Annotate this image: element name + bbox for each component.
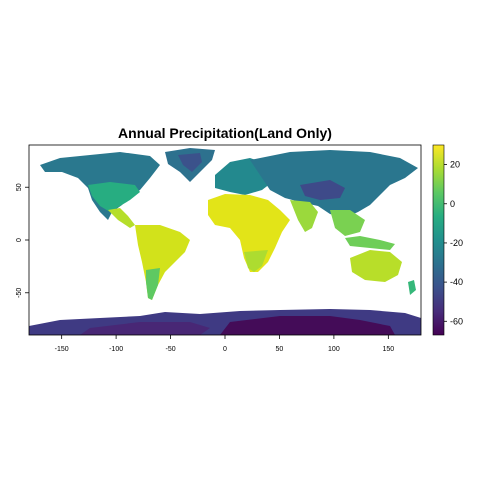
africa-south — [244, 250, 268, 272]
new-zealand — [408, 280, 416, 295]
x-tick-label: 100 — [328, 346, 340, 353]
southeast-asia — [330, 210, 365, 236]
x-tick-label: -100 — [109, 346, 123, 353]
greenland-interior — [178, 153, 202, 172]
y-tick-label: 0 — [16, 238, 23, 242]
south-asia — [290, 200, 318, 232]
colorbar-tick-label: -40 — [450, 277, 463, 287]
y-axis: 50 0 -50 — [16, 183, 29, 298]
x-tick-label: 50 — [276, 346, 284, 353]
colorbar-tick-label: 20 — [450, 160, 460, 170]
x-axis: -150 -100 -50 0 50 100 150 — [55, 335, 394, 353]
colorbar-tick-label: -60 — [450, 316, 463, 326]
asia-central — [300, 180, 345, 200]
map-title: Annual Precipitation(Land Only) — [118, 125, 332, 141]
y-tick-label: -50 — [16, 288, 23, 298]
colorbar-tick-label: 0 — [450, 199, 455, 209]
x-tick-label: -150 — [55, 346, 69, 353]
colorbar-tick-label: -20 — [450, 238, 463, 248]
x-tick-label: -50 — [165, 346, 175, 353]
land-raster — [29, 148, 421, 335]
south-america-south — [146, 268, 160, 300]
x-tick-label: 0 — [223, 346, 227, 353]
maritime-asia — [345, 236, 395, 250]
antarctica-east-interior — [220, 316, 395, 335]
x-tick-label: 150 — [382, 346, 394, 353]
colorbar-axis: 20 0 -20 -40 -60 — [444, 160, 463, 326]
antarctica-west-interior — [80, 322, 210, 335]
australia-region — [350, 250, 402, 282]
central-america — [108, 208, 135, 228]
africa-region — [208, 194, 290, 272]
y-tick-label: 50 — [16, 183, 23, 191]
colorbar — [432, 144, 445, 336]
north-america-temperate — [88, 182, 140, 212]
